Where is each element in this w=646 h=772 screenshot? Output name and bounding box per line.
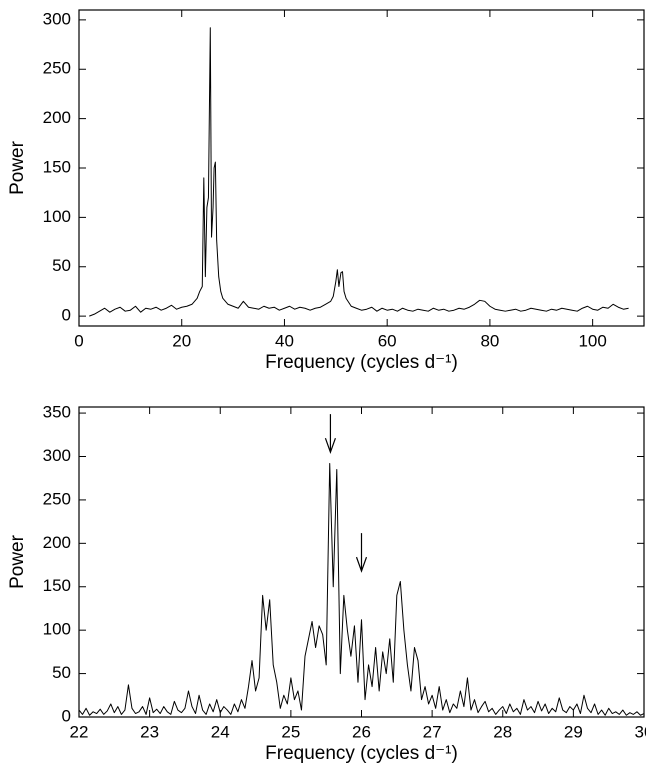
y-tick-label: 50 bbox=[52, 663, 71, 682]
y-tick-label: 300 bbox=[43, 446, 71, 465]
y-tick-label: 350 bbox=[43, 403, 71, 422]
x-tick-label: 26 bbox=[352, 722, 371, 741]
x-tick-label: 0 bbox=[74, 331, 83, 350]
x-tick-label: 20 bbox=[172, 331, 191, 350]
y-tick-label: 250 bbox=[43, 489, 71, 508]
plot-frame bbox=[78, 9, 645, 327]
x-tick-label: 23 bbox=[140, 722, 159, 741]
x-tick-label: 30 bbox=[635, 722, 646, 741]
y-axis-title: Power bbox=[7, 140, 28, 195]
x-tick-label: 60 bbox=[378, 331, 397, 350]
y-tick-label: 200 bbox=[43, 108, 71, 127]
spectrum-line bbox=[89, 27, 629, 317]
y-tick-label: 250 bbox=[43, 59, 71, 78]
x-tick-label: 80 bbox=[480, 331, 499, 350]
x-tick-label: 24 bbox=[211, 722, 230, 741]
y-tick-label: 100 bbox=[43, 620, 71, 639]
x-tick-label: 28 bbox=[493, 722, 512, 741]
y-tick-label: 300 bbox=[43, 9, 71, 28]
x-tick-label: 40 bbox=[275, 331, 294, 350]
y-tick-label: 100 bbox=[43, 207, 71, 226]
y-tick-label: 200 bbox=[43, 533, 71, 552]
x-tick-label: 22 bbox=[70, 722, 89, 741]
arrow bbox=[355, 533, 368, 573]
x-tick-label: 27 bbox=[423, 722, 442, 741]
y-tick-label: 50 bbox=[52, 256, 71, 275]
x-tick-label: 29 bbox=[564, 722, 583, 741]
x-axis-title: Frequency (cycles d⁻¹) bbox=[265, 352, 458, 373]
x-axis-title: Frequency (cycles d⁻¹) bbox=[265, 743, 458, 764]
y-tick-label: 150 bbox=[43, 576, 71, 595]
x-tick-label: 25 bbox=[281, 722, 300, 741]
y-tick-label: 150 bbox=[43, 157, 71, 176]
spectrum-line bbox=[78, 462, 645, 716]
arrow bbox=[324, 414, 336, 454]
y-tick-label: 0 bbox=[62, 706, 71, 725]
y-tick-label: 0 bbox=[62, 306, 71, 325]
y-axis-title: Power bbox=[7, 534, 28, 589]
x-tick-label: 100 bbox=[578, 331, 606, 350]
